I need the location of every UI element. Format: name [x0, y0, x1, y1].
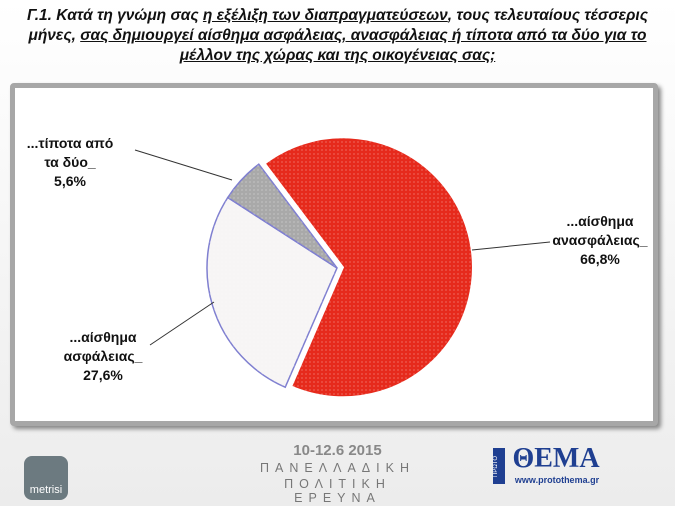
label-value: 66,8% — [580, 251, 620, 267]
data-label: ...τίποτα από τα δύο_ 5,6% — [20, 134, 120, 191]
data-label: ...αίσθημα ανασφάλειας_ 66,8% — [540, 212, 660, 269]
label-value: 5,6% — [54, 173, 86, 189]
survey-line: ΠΟΛΙΤΙΚΗ ΕΡΕΥΝΑ — [284, 477, 391, 505]
left-logo: metrisi — [29, 484, 63, 496]
label-name: ...αίσθημα ασφάλειας_ — [63, 329, 143, 364]
label-name: ...αίσθημα ανασφάλειας_ — [552, 213, 648, 248]
label-name: ...τίποτα από τα δύο_ — [26, 135, 114, 170]
leader-line — [471, 241, 551, 251]
leader-line — [134, 149, 233, 181]
survey-line: ΠΑΝΕΛΛΑΔΙΚΗ — [260, 461, 415, 475]
logo-box — [24, 456, 68, 500]
title-part: , τους τελευταίους τέσσερις μήνες, — [28, 7, 648, 44]
title-part: Γ.1. Κατά τη γνώμη σας — [27, 7, 203, 24]
leader-line — [149, 301, 215, 346]
chart-title: Γ.1. Κατά τη γνώμη σας η εξέλιξη των δια… — [10, 6, 665, 66]
data-label: ...αίσθημα ασφάλειας_ 27,6% — [48, 328, 158, 385]
title-part: σας δημιουργεί αίσθημα ασφάλειας, ανασφά… — [80, 27, 647, 64]
survey-date: 10-12.6 2015 — [293, 442, 382, 459]
right-logo: ΘΕΜΑ — [512, 443, 600, 474]
label-value: 27,6% — [83, 367, 123, 383]
title-part: η εξέλιξη των διαπραγματεύσεων — [202, 7, 448, 24]
right-url: www.protothema.gr — [514, 475, 600, 485]
